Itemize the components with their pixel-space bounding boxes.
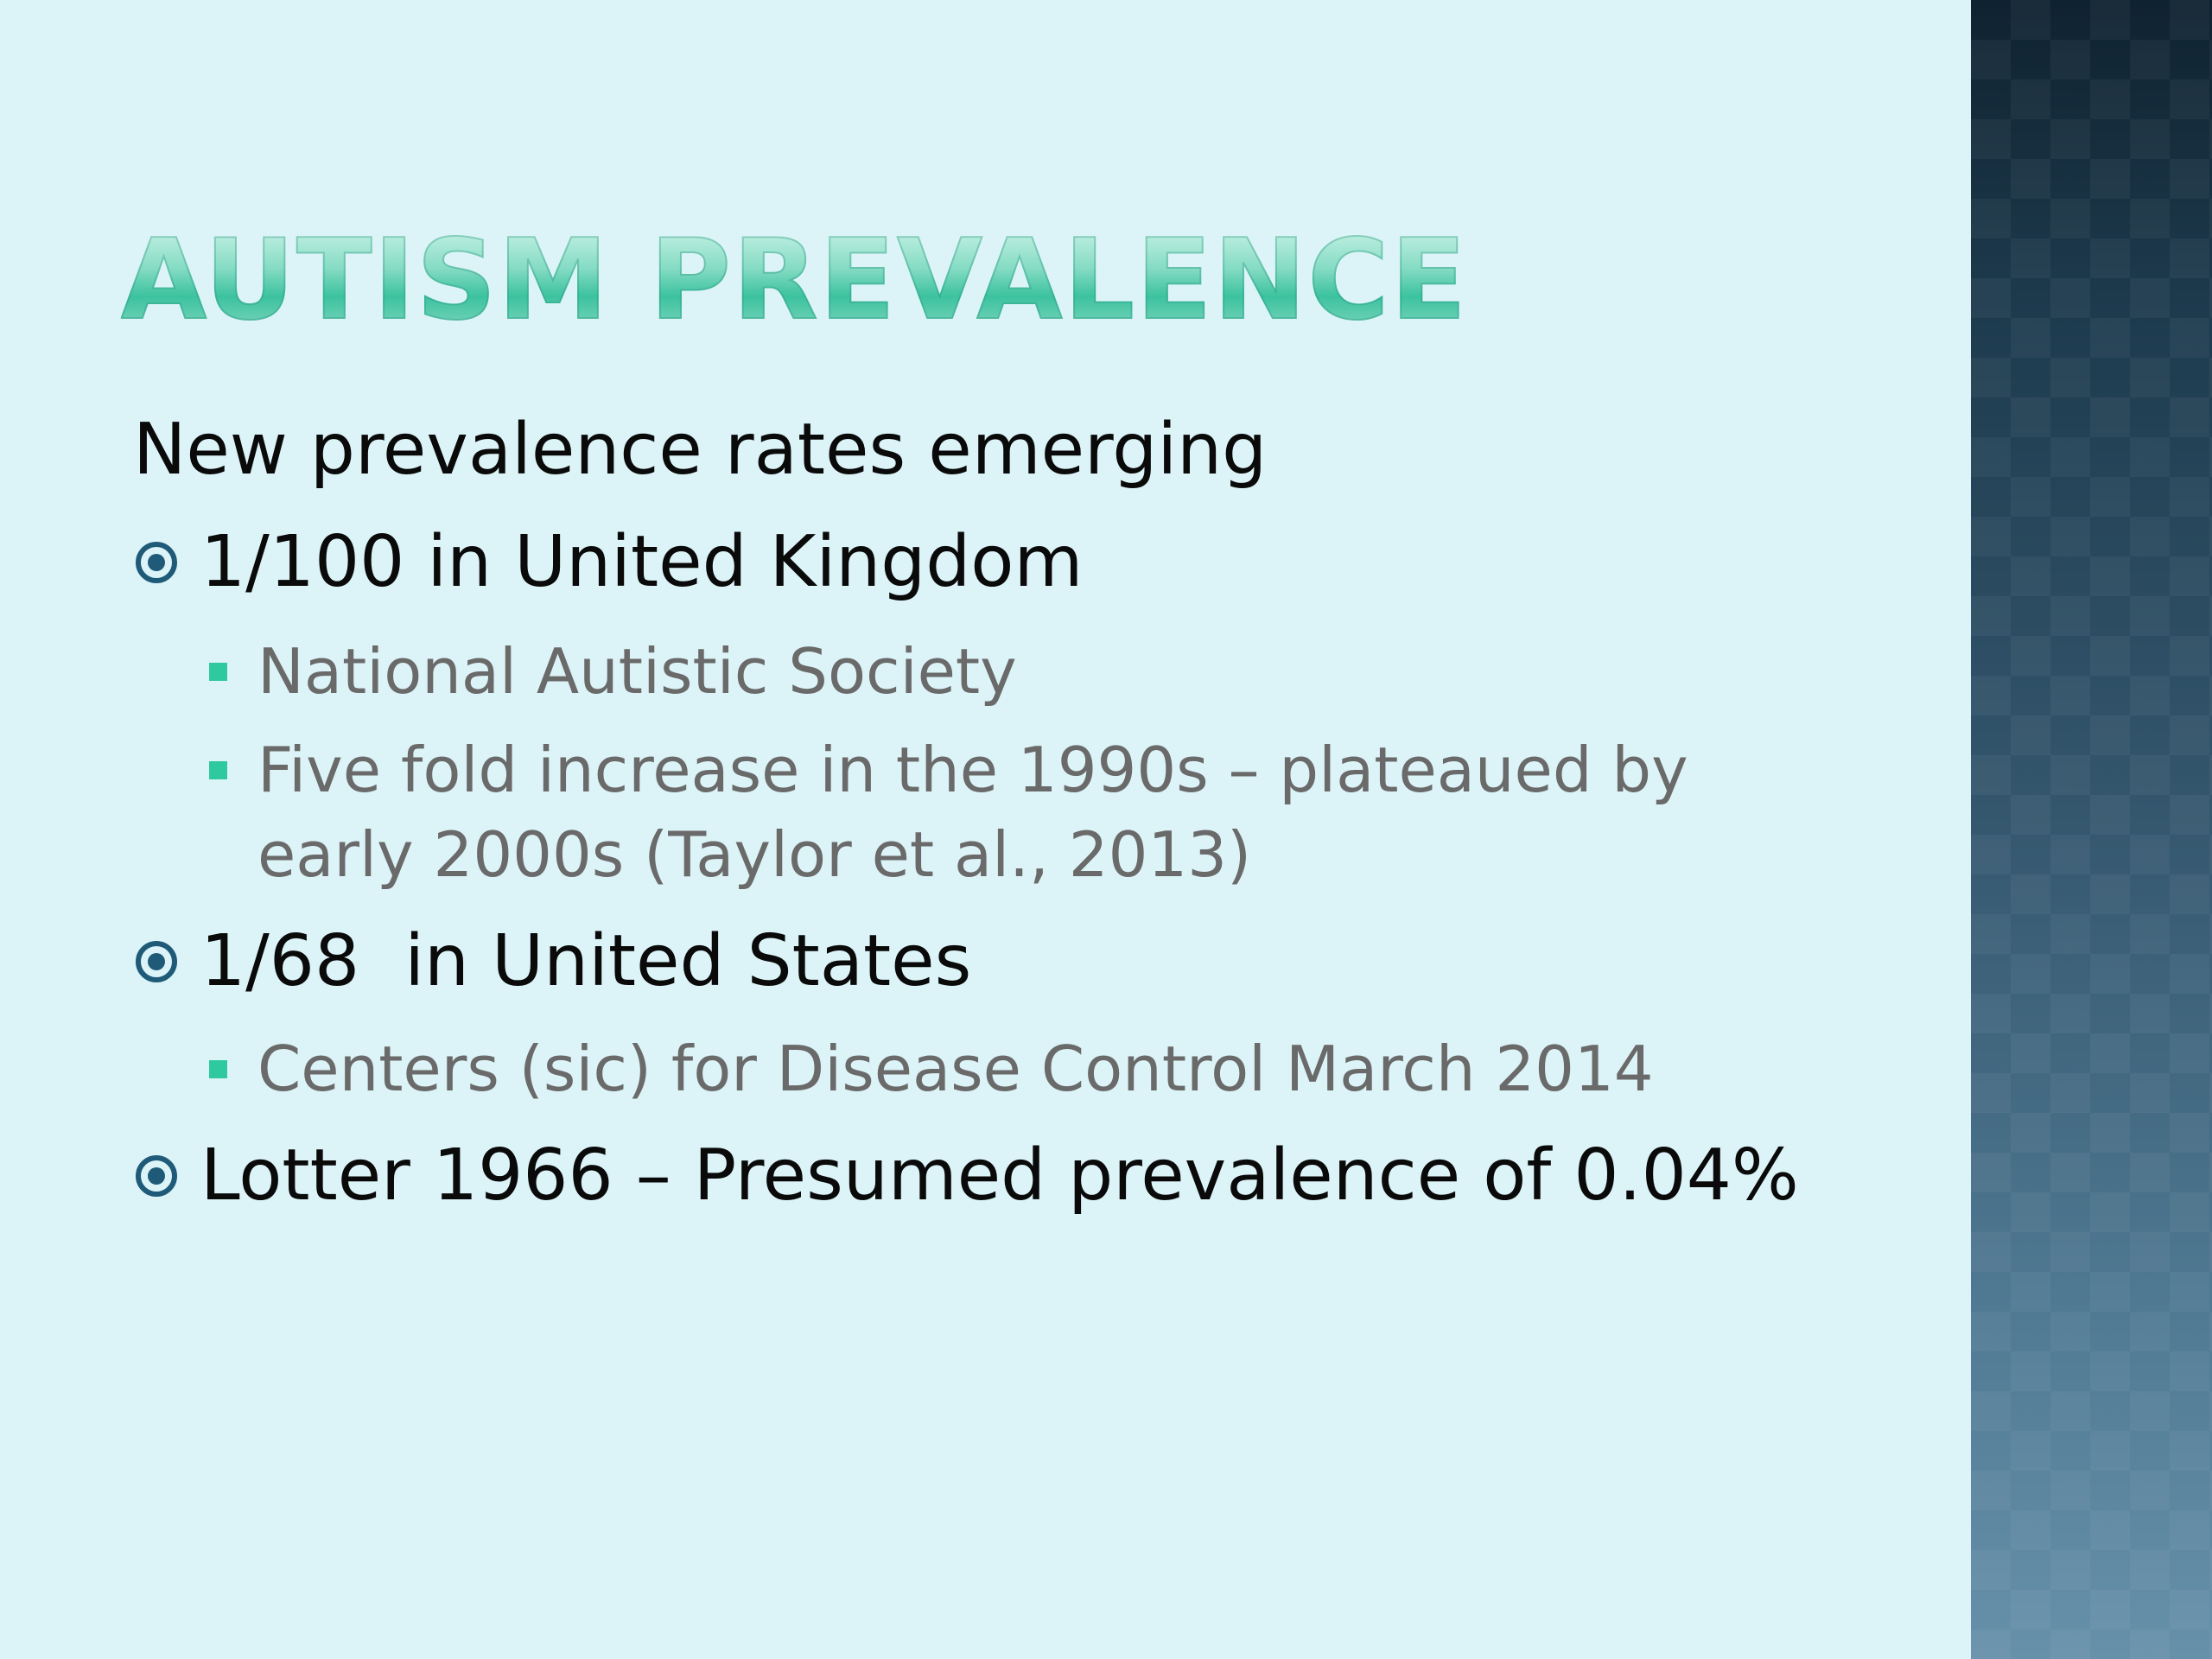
sub-bullet-item-increase: Five fold increase in the 1990s – platea… <box>204 728 1688 812</box>
decorative-side-panel <box>1971 0 2212 1659</box>
bullet-item-uk: 1/100 in United Kingdom <box>133 515 1083 610</box>
sub-bullet-text: National Autistic Society <box>257 635 1017 708</box>
ring-dot-bullet-icon <box>136 941 177 982</box>
bullet-item-us: 1/68 in United States <box>133 914 971 1009</box>
square-bullet-icon <box>209 1060 227 1078</box>
bullet-item-lotter: Lotter 1966 – Presumed prevalence of 0.0… <box>133 1128 1799 1224</box>
sub-bullet-text-continued: early 2000s (Taylor et al., 2013) <box>257 818 1252 891</box>
sub-bullet-item-nas: National Autistic Society <box>204 629 1017 714</box>
intro-text: New prevalence rates emerging <box>133 409 1268 491</box>
sub-bullet-item-cdc: Centers (sic) for Disease Control March … <box>204 1027 1654 1111</box>
square-bullet-icon <box>209 663 227 681</box>
bullet-text: Lotter 1966 – Presumed prevalence of 0.0… <box>200 1135 1799 1217</box>
sub-bullet-text: Five fold increase in the 1990s – platea… <box>257 734 1688 806</box>
ring-dot-bullet-icon <box>136 542 177 583</box>
ring-dot-bullet-icon <box>136 1155 177 1197</box>
slide-title: Autism prevalence <box>120 215 1468 346</box>
bullet-text: 1/68 in United States <box>200 920 972 1002</box>
slide-content: Autism prevalence New prevalence rates e… <box>120 215 1799 1224</box>
square-bullet-icon <box>209 761 227 779</box>
sub-bullet-item-increase-continued: early 2000s (Taylor et al., 2013) <box>204 812 1251 897</box>
sub-bullet-text: Centers (sic) for Disease Control March … <box>257 1033 1654 1105</box>
bullet-text: 1/100 in United Kingdom <box>200 521 1084 603</box>
